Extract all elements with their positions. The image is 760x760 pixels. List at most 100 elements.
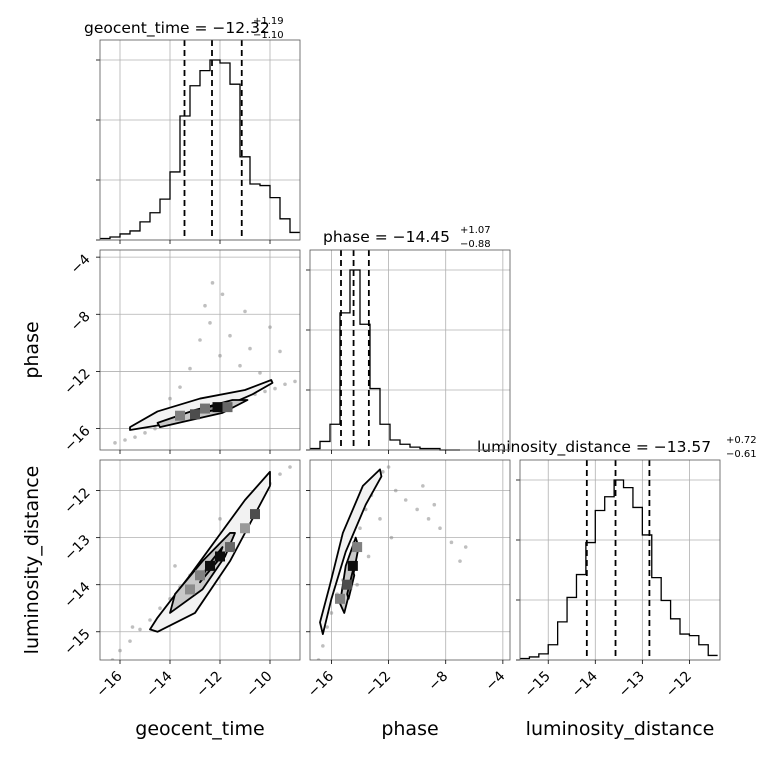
point-geocent-time-vs-luminosity-distance-1 — [118, 648, 122, 653]
point-geocent-time-vs-luminosity-distance-19 — [130, 625, 135, 629]
title-luminosity-distance: luminosity_distance = −13.57 +0.72 −0.61 — [477, 429, 760, 460]
density-cell-geocent-time-vs-luminosity-distance-5 — [250, 509, 260, 520]
frame-geocent-time-vs-luminosity-distance — [99, 459, 301, 661]
density-cell-geocent-time-vs-luminosity-distance-1 — [215, 551, 225, 562]
hist-panel-geocent-time — [96, 39, 301, 244]
density-cell-geocent-time-vs-phase-4 — [222, 402, 233, 413]
point-geocent-time-vs-luminosity-distance-3 — [138, 627, 142, 632]
point-phase-vs-luminosity-distance-12 — [381, 469, 385, 474]
title-geocent-time-plus: +1.19 — [253, 16, 284, 27]
point-geocent-time-vs-phase-22 — [228, 333, 232, 338]
point-phase-vs-luminosity-distance-26 — [421, 484, 425, 488]
xtick-label-luminosity-distance-0: −15 — [522, 668, 554, 700]
contour-geocent-time-vs-luminosity-distance-0 — [149, 470, 271, 633]
density-cell-geocent-time-vs-luminosity-distance-0 — [205, 560, 215, 571]
density-cell-geocent-time-vs-phase-2 — [200, 403, 210, 414]
density-cell-geocent-time-vs-luminosity-distance-4 — [185, 584, 195, 595]
point-geocent-time-vs-phase-25 — [258, 371, 262, 375]
point-geocent-time-vs-phase-15 — [263, 389, 267, 394]
point-geocent-time-vs-luminosity-distance-4 — [148, 618, 152, 622]
title-geocent-time: geocent_time = −12.32 +1.19 −1.10 — [84, 10, 289, 41]
point-phase-vs-luminosity-distance-18 — [438, 526, 442, 531]
point-geocent-time-vs-phase-34 — [243, 309, 247, 314]
xtick-label-geocent-time-1: −14 — [143, 668, 175, 700]
point-geocent-time-vs-phase-24 — [248, 346, 252, 351]
density-cell-geocent-time-vs-phase-1 — [190, 409, 200, 420]
hist-step-phase — [310, 269, 460, 451]
ylabel-phase: phase — [21, 321, 43, 378]
point-phase-vs-luminosity-distance-27 — [432, 502, 437, 507]
point-phase-vs-luminosity-distance-16 — [415, 507, 419, 512]
scatter-body-phase-vs-luminosity-distance — [316, 465, 468, 660]
xlabel-geocent-time: geocent_time — [135, 718, 264, 740]
point-geocent-time-vs-phase-0 — [113, 441, 117, 445]
point-geocent-time-vs-phase-26 — [188, 366, 192, 371]
point-phase-vs-luminosity-distance-23 — [378, 517, 382, 521]
hist-panel-luminosity-distance — [516, 459, 721, 664]
density-cell-phase-vs-luminosity-distance-2 — [335, 593, 345, 604]
scatter-panel-phase-vs-luminosity-distance — [306, 459, 511, 664]
hist-step-geocent-time — [100, 59, 300, 240]
point-geocent-time-vs-phase-4 — [153, 426, 157, 431]
point-geocent-time-vs-phase-32 — [178, 385, 182, 389]
point-geocent-time-vs-phase-16 — [273, 386, 277, 391]
density-cell-geocent-time-vs-phase-3 — [212, 402, 223, 413]
ytick-label-phase-1: −12 — [61, 366, 93, 398]
ytick-label-phase-2: −8 — [68, 309, 94, 335]
title-geocent-time-minus: −1.10 — [253, 30, 284, 41]
density-cell-geocent-time-vs-luminosity-distance-6 — [240, 523, 250, 534]
title-phase-main: phase = −14.45 — [323, 228, 450, 246]
hist-step-luminosity-distance — [520, 479, 718, 660]
ytick-label-phase-3: −4 — [68, 251, 94, 277]
frame-phase — [309, 249, 511, 451]
chart-marks: −16 −14 −12 −10 −16 −12 −8 −4 −15 −14 −13 −12 −16 −12… — [61, 39, 721, 701]
xtick-label-luminosity-distance-2: −13 — [616, 668, 648, 700]
point-geocent-time-vs-phase-17 — [283, 382, 287, 387]
point-geocent-time-vs-luminosity-distance-5 — [158, 606, 162, 611]
point-phase-vs-luminosity-distance-14 — [393, 488, 398, 493]
point-geocent-time-vs-phase-21 — [218, 353, 222, 358]
title-luminosity-distance-plus: +0.72 — [726, 435, 757, 446]
point-geocent-time-vs-luminosity-distance-2 — [128, 639, 132, 643]
point-phase-vs-luminosity-distance-24 — [366, 554, 371, 559]
point-geocent-time-vs-phase-28 — [210, 281, 215, 285]
scatter-body-geocent-time-vs-phase — [113, 281, 297, 445]
point-phase-vs-luminosity-distance-25 — [355, 582, 359, 587]
xlabel-luminosity-distance: luminosity_distance — [526, 718, 715, 740]
point-phase-vs-luminosity-distance-1 — [321, 644, 325, 648]
point-geocent-time-vs-luminosity-distance-17 — [278, 472, 282, 476]
hist-panel-phase — [306, 249, 511, 454]
title-geocent-time-main: geocent_time = −12.32 — [84, 19, 270, 38]
point-geocent-time-vs-phase-30 — [268, 325, 272, 329]
point-phase-vs-luminosity-distance-13 — [386, 465, 391, 469]
point-geocent-time-vs-luminosity-distance-0 — [110, 658, 115, 660]
point-phase-vs-luminosity-distance-20 — [458, 559, 462, 563]
ytick-label-luminosity-distance-1: −14 — [61, 579, 93, 611]
density-cell-phase-vs-luminosity-distance-0 — [347, 560, 358, 571]
point-phase-vs-luminosity-distance-22 — [389, 535, 394, 540]
density-cell-geocent-time-vs-phase-0 — [175, 410, 185, 421]
point-geocent-time-vs-luminosity-distance-21 — [218, 517, 222, 521]
point-geocent-time-vs-phase-2 — [133, 435, 137, 439]
title-phase-minus: −0.88 — [460, 239, 491, 250]
scatter-panel-geocent-time-vs-luminosity-distance — [96, 459, 301, 664]
point-geocent-time-vs-phase-27 — [203, 303, 207, 308]
point-geocent-time-vs-phase-33 — [168, 396, 172, 401]
point-phase-vs-luminosity-distance-17 — [426, 517, 431, 521]
point-geocent-time-vs-phase-18 — [293, 379, 297, 384]
xtick-label-luminosity-distance-3: −12 — [663, 668, 695, 700]
title-phase: phase = −14.45 +1.07 −0.88 — [323, 219, 496, 250]
scatter-panel-geocent-time-vs-phase — [96, 249, 301, 454]
title-luminosity-distance-minus: −0.61 — [726, 449, 757, 460]
frame-geocent-time-vs-phase — [99, 249, 301, 451]
point-geocent-time-vs-phase-31 — [278, 349, 282, 354]
xtick-label-phase-1: −12 — [362, 668, 394, 700]
point-phase-vs-luminosity-distance-19 — [449, 540, 454, 545]
ylabel-luminosity-distance: luminosity_distance — [21, 466, 43, 655]
xtick-label-geocent-time-3: −10 — [243, 668, 275, 700]
point-phase-vs-luminosity-distance-15 — [403, 498, 408, 502]
point-geocent-time-vs-phase-23 — [238, 363, 242, 368]
xtick-label-phase-3: −4 — [483, 668, 509, 694]
ytick-label-phase-0: −16 — [61, 423, 93, 455]
